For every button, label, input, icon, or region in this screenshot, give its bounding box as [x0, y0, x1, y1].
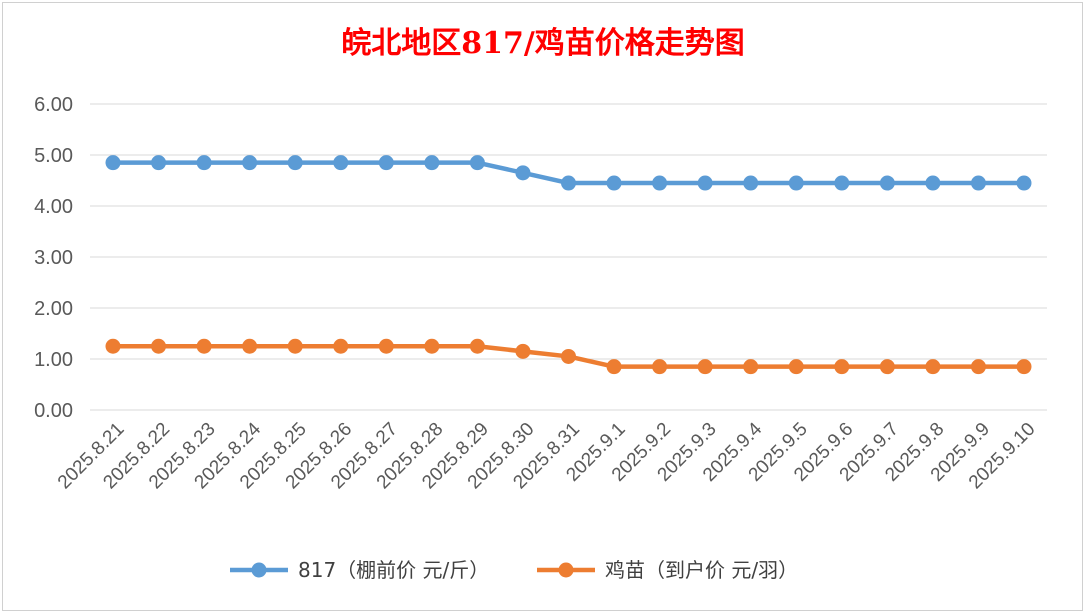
data-point[interactable]: [606, 175, 622, 191]
data-point[interactable]: [469, 155, 485, 171]
data-point[interactable]: [834, 359, 850, 375]
data-point[interactable]: [561, 175, 576, 191]
data-point[interactable]: [970, 175, 986, 191]
data-point[interactable]: [970, 359, 986, 375]
legend-marker: [251, 562, 267, 578]
data-point[interactable]: [378, 338, 394, 354]
data-point[interactable]: [1016, 359, 1032, 375]
data-point[interactable]: [196, 338, 212, 354]
data-point[interactable]: [424, 338, 440, 354]
data-point[interactable]: [925, 359, 941, 375]
y-tick-label: 1.00: [34, 349, 73, 371]
data-point[interactable]: [925, 175, 941, 191]
data-point[interactable]: [105, 155, 121, 171]
data-point[interactable]: [151, 338, 167, 354]
data-point[interactable]: [788, 175, 804, 191]
data-point[interactable]: [242, 155, 258, 171]
y-tick-label: 0.00: [34, 400, 73, 422]
data-point[interactable]: [242, 338, 258, 354]
data-point[interactable]: [287, 338, 303, 354]
legend: 817（棚前价 元/斤） 鸡苗（到户价 元/羽）: [230, 558, 798, 582]
data-point[interactable]: [879, 175, 895, 191]
data-point[interactable]: [606, 359, 622, 375]
data-point[interactable]: [879, 359, 895, 375]
gridlines: [90, 103, 1047, 411]
data-point[interactable]: [469, 338, 485, 354]
data-point[interactable]: [105, 338, 121, 354]
data-point[interactable]: [561, 348, 576, 364]
chart-title: 皖北地区817/鸡苗价格走势图: [341, 26, 745, 61]
data-point[interactable]: [697, 175, 713, 191]
data-point[interactable]: [424, 155, 440, 171]
legend-label: 817（棚前价 元/斤）: [298, 558, 489, 582]
data-point[interactable]: [287, 155, 303, 171]
y-axis-ticks: 0.00 1.00 2.00 3.00 4.00 5.00 6.00: [34, 94, 73, 422]
data-point[interactable]: [151, 155, 167, 171]
data-point[interactable]: [378, 155, 394, 171]
series-2: [105, 338, 1032, 375]
x-axis-ticks: 2025.8.212025.8.222025.8.232025.8.242025…: [54, 418, 1040, 493]
data-point[interactable]: [743, 359, 759, 375]
data-point[interactable]: [697, 359, 713, 375]
legend-marker: [558, 562, 574, 578]
series-1: [105, 155, 1032, 191]
data-point[interactable]: [788, 359, 804, 375]
y-tick-label: 2.00: [34, 298, 73, 320]
series-group: [105, 155, 1032, 375]
data-point[interactable]: [652, 359, 668, 375]
y-tick-label: 4.00: [34, 196, 73, 218]
data-point[interactable]: [333, 155, 349, 171]
legend-item-2[interactable]: 鸡苗（到户价 元/羽）: [537, 558, 798, 582]
data-point[interactable]: [196, 155, 212, 171]
legend-label: 鸡苗（到户价 元/羽）: [605, 558, 798, 582]
data-point[interactable]: [1016, 175, 1032, 191]
data-point[interactable]: [515, 343, 531, 359]
data-point[interactable]: [743, 175, 759, 191]
data-point[interactable]: [333, 338, 349, 354]
data-point[interactable]: [652, 175, 668, 191]
y-tick-label: 6.00: [34, 94, 73, 116]
legend-item-1[interactable]: 817（棚前价 元/斤）: [230, 558, 489, 582]
data-point[interactable]: [834, 175, 850, 191]
y-tick-label: 3.00: [34, 247, 73, 269]
data-point[interactable]: [515, 165, 531, 181]
y-tick-label: 5.00: [34, 145, 73, 167]
